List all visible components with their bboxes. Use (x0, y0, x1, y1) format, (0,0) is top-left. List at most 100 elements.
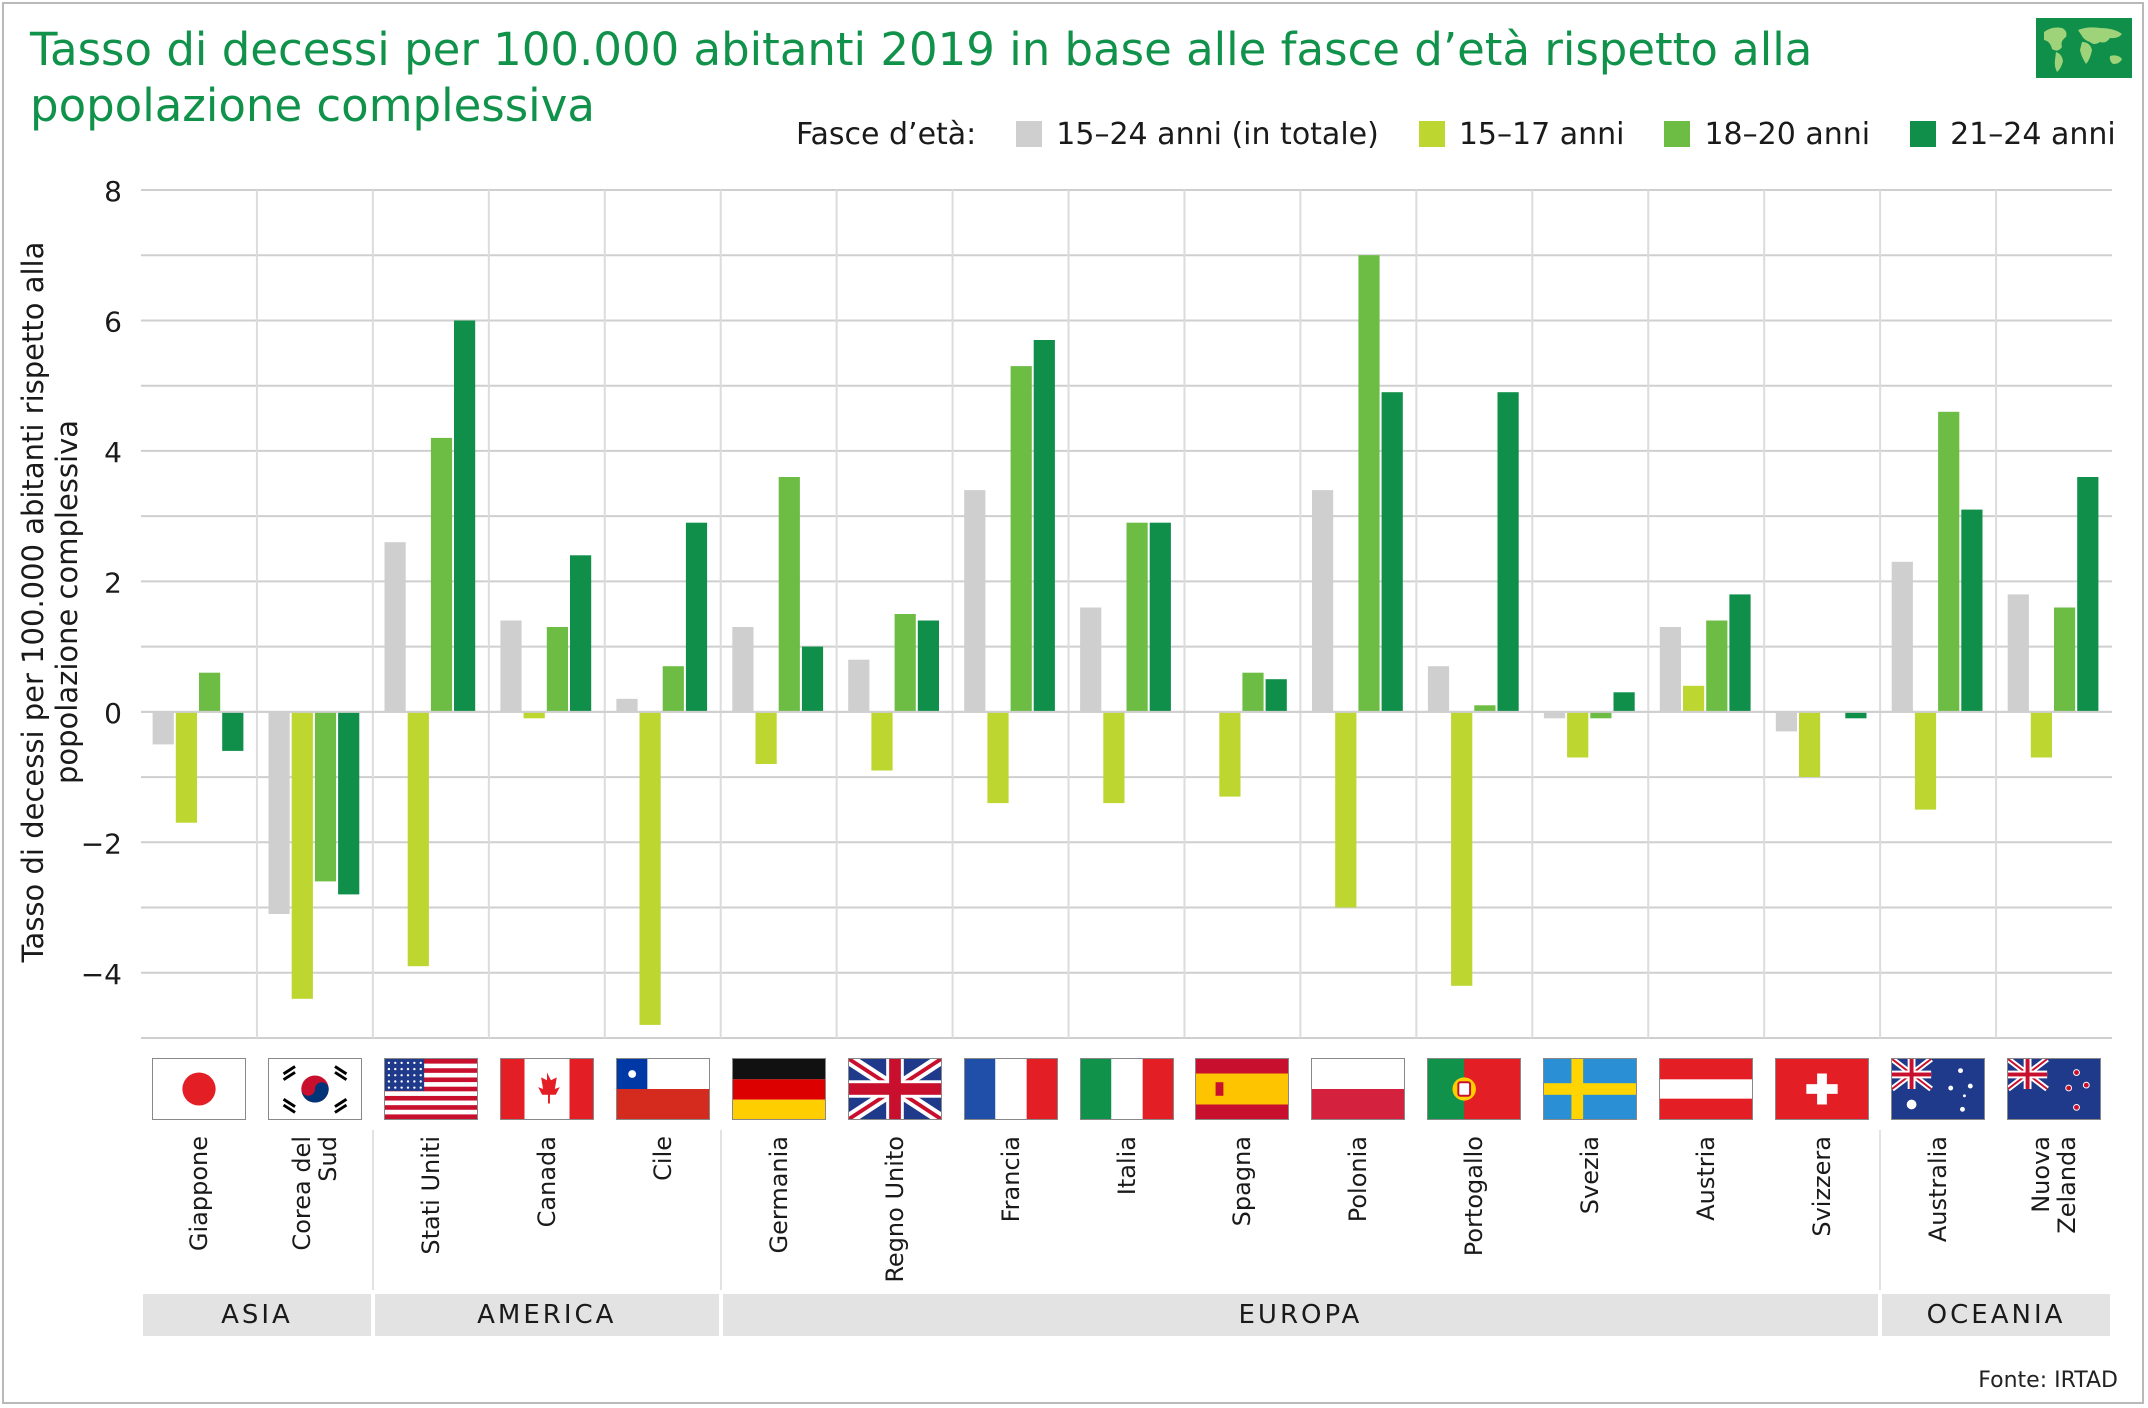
y-tick-label: 2 (104, 566, 122, 599)
country-label-text: Regno Unito (880, 1136, 909, 1283)
bar-3-stati-uniti (430, 437, 453, 712)
chile-flag-icon (615, 1058, 710, 1120)
bar-2-australia (1914, 711, 1937, 810)
bar-1-corea-del-sud (268, 711, 290, 914)
country-label: Austria (1676, 1136, 1736, 1286)
bar-1-regno-unito (848, 659, 870, 712)
bar-4-polonia (1381, 392, 1403, 712)
country-label: Giappone (169, 1136, 229, 1286)
y-tick-label: −2 (81, 827, 122, 860)
chart-title: Tasso di decessi per 100.000 abitanti 20… (30, 23, 1813, 132)
bar-1-giappone (152, 711, 174, 745)
country-label-text: Giappone (184, 1136, 213, 1252)
country-label: Corea del Sud (285, 1136, 345, 1286)
bar-4-corea-del-sud (338, 711, 360, 895)
bar-4-svezia (1613, 692, 1635, 712)
bar-2-italia (1103, 711, 1125, 804)
world-map-icon (2036, 18, 2132, 78)
legend: Fasce d’età: 15–24 anni (in totale) 15–1… (796, 112, 2116, 156)
bar-1-nuova-zelanda (2007, 594, 2029, 712)
portugal-flag-icon (1427, 1058, 1522, 1120)
bar-3-austria (1706, 620, 1728, 712)
bar-1-germania (732, 627, 754, 712)
bar-2-austria (1683, 685, 1705, 712)
bar-4-nuova-zelanda (2077, 477, 2099, 712)
sweden-flag-icon (1543, 1058, 1638, 1120)
spain-flag-icon (1195, 1058, 1290, 1120)
bar-2-nuova-zelanda (2030, 711, 2052, 758)
legend-swatch-15-17 (1418, 121, 1445, 147)
bar-2-portogallo (1451, 711, 1473, 986)
bar-2-regno-unito (871, 711, 893, 771)
legend-swatch-21-24 (1910, 121, 1937, 147)
france-flag-icon (963, 1058, 1058, 1120)
bar-4-cile (685, 522, 708, 712)
region-divider (371, 1130, 374, 1290)
region-europa: EUROPA (722, 1294, 1879, 1336)
bar-1-italia (1080, 607, 1102, 712)
bar-4-portogallo (1497, 392, 1519, 712)
bar-2-corea-del-sud (291, 711, 313, 999)
bar-3-italia (1126, 522, 1148, 712)
country-label-text: Francia (996, 1136, 1025, 1223)
legend-text-total: 15–24 anni (in totale) (1056, 116, 1379, 152)
country-label-text: Polonia (1344, 1136, 1373, 1223)
country-label: Svezia (1560, 1136, 1620, 1286)
new-zealand-flag-icon (2007, 1058, 2102, 1120)
bar-2-giappone (175, 711, 197, 823)
bar-1-portogallo (1427, 666, 1450, 712)
country-label-text: Australia (1924, 1136, 1953, 1243)
legend-item-18-20: 18–20 anni (1664, 117, 1870, 152)
country-label-text: Italia (1112, 1136, 1141, 1196)
bar-4-italia (1149, 522, 1171, 712)
legend-text-18-20: 18–20 anni (1704, 116, 1871, 152)
bar-4-austria (1729, 594, 1751, 712)
bar-2-cile (639, 711, 661, 1025)
country-label: Francia (981, 1136, 1041, 1286)
region-asia: ASIA (143, 1294, 371, 1336)
bar-1-austria (1659, 627, 1681, 712)
uk-flag-icon (847, 1058, 942, 1120)
country-label: Regno Unito (865, 1136, 925, 1286)
region-america: AMERICA (374, 1294, 719, 1336)
bar-4-canada (570, 555, 592, 712)
country-label-text: Spagna (1228, 1136, 1257, 1227)
country-label-text: Svizzera (1808, 1136, 1837, 1237)
poland-flag-icon (1311, 1058, 1406, 1120)
germany-flag-icon (731, 1058, 826, 1120)
legend-text-21-24: 21–24 anni (1950, 116, 2116, 152)
bar-1-svizzera (1775, 711, 1797, 732)
country-label: Australia (1908, 1136, 1968, 1286)
bar-3-portogallo (1474, 705, 1496, 712)
y-tick-label: 0 (104, 697, 122, 730)
country-label-text: Corea del Sud (287, 1136, 342, 1251)
bar-2-francia (987, 711, 1009, 804)
country-label-text: Austria (1692, 1136, 1721, 1221)
country-label: Nuova Zelanda (2024, 1136, 2084, 1286)
bar-2-stati-uniti (407, 711, 429, 967)
bar-3-germania (778, 477, 800, 712)
country-label: Portogallo (1444, 1136, 1504, 1286)
y-tick-label: 6 (104, 305, 122, 338)
bar-4-svizzera (1845, 711, 1867, 719)
bar-3-polonia (1358, 255, 1380, 712)
bar-3-francia (1010, 366, 1032, 712)
bar-4-francia (1033, 340, 1055, 712)
bar-1-francia (964, 490, 986, 712)
bar-3-corea-del-sud (314, 711, 337, 882)
bar-3-nuova-zelanda (2054, 607, 2076, 712)
bar-3-giappone (199, 672, 221, 712)
source-note: Fonte: IRTAD (1978, 1368, 2118, 1393)
country-label: Germania (749, 1136, 809, 1286)
austria-flag-icon (1659, 1058, 1754, 1120)
legend-text-15-17: 15–17 anni (1458, 116, 1625, 152)
country-label: Svizzera (1792, 1136, 1852, 1286)
legend-label: Fasce d’età: (796, 116, 977, 152)
bar-1-canada (500, 620, 522, 712)
bar-4-giappone (222, 711, 244, 751)
legend-item-15-17: 15–17 anni (1418, 116, 1625, 152)
country-label: Cile (633, 1136, 693, 1286)
country-label: Spagna (1212, 1136, 1272, 1286)
legend-item-total: 15–24 anni (in totale) (1016, 117, 1379, 152)
